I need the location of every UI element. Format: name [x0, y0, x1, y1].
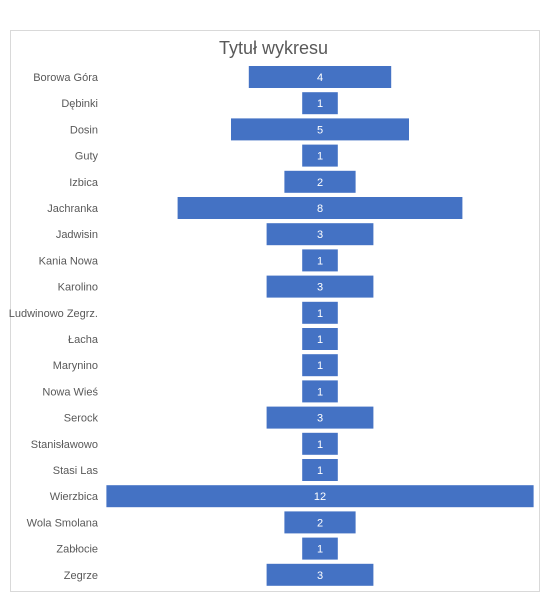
category-label: Serock — [64, 413, 99, 425]
bar — [302, 432, 338, 455]
data-label: 2 — [317, 517, 323, 529]
bar — [266, 563, 374, 586]
category-label: Ludwinowo Zegrz. — [9, 308, 98, 320]
data-label: 3 — [317, 229, 323, 241]
bar — [284, 511, 356, 534]
category-label: Łacha — [68, 334, 99, 346]
category-label: Wierzbica — [50, 491, 99, 503]
category-label: Stanisławowo — [31, 439, 98, 451]
data-label: 1 — [317, 334, 323, 346]
category-label: Dębinki — [61, 98, 98, 110]
bar — [266, 275, 374, 298]
data-label: 12 — [314, 491, 326, 503]
bar — [302, 144, 338, 167]
bar — [302, 92, 338, 115]
data-label: 1 — [317, 544, 323, 556]
data-label: 5 — [317, 124, 323, 136]
bar — [284, 170, 356, 193]
data-label: 1 — [317, 439, 323, 451]
bar — [106, 485, 534, 508]
data-label: 8 — [317, 203, 323, 215]
bar — [302, 354, 338, 377]
category-label: Marynino — [53, 360, 98, 372]
category-label: Nowa Wieś — [42, 386, 98, 398]
category-label: Izbica — [69, 177, 99, 189]
bar — [302, 301, 338, 324]
data-label: 4 — [317, 72, 323, 84]
bar — [177, 197, 463, 219]
bar — [231, 118, 409, 141]
data-label: 3 — [317, 282, 323, 294]
bar — [248, 66, 392, 88]
category-label: Dosin — [70, 124, 98, 136]
data-label: 1 — [317, 151, 323, 163]
data-label: 1 — [317, 308, 323, 320]
bar — [302, 249, 338, 272]
data-label: 3 — [317, 570, 323, 582]
category-label: Guty — [75, 151, 99, 163]
bar — [302, 380, 338, 403]
category-label: Stasi Las — [53, 465, 99, 477]
data-label: 1 — [317, 465, 323, 477]
category-label: Jadwisin — [56, 229, 98, 241]
bar — [302, 537, 338, 560]
data-label: 1 — [317, 255, 323, 267]
data-label: 1 — [317, 360, 323, 372]
bar — [266, 223, 374, 246]
chart-title: Tytuł wykresu — [218, 38, 329, 58]
data-label: 3 — [317, 413, 323, 425]
category-label: Zabłocie — [56, 544, 98, 556]
bar — [302, 459, 338, 481]
data-label: 2 — [317, 177, 323, 189]
category-label: Karolino — [58, 282, 98, 294]
category-label: Wola Smolana — [27, 517, 99, 529]
category-label: Zegrze — [64, 570, 98, 582]
data-label: 1 — [317, 98, 323, 110]
data-label: 1 — [317, 386, 323, 398]
category-label: Kania Nowa — [39, 255, 99, 267]
category-label: Jachranka — [47, 203, 99, 215]
bar — [302, 328, 338, 350]
bar — [266, 406, 374, 429]
category-label: Borowa Góra — [33, 72, 99, 84]
